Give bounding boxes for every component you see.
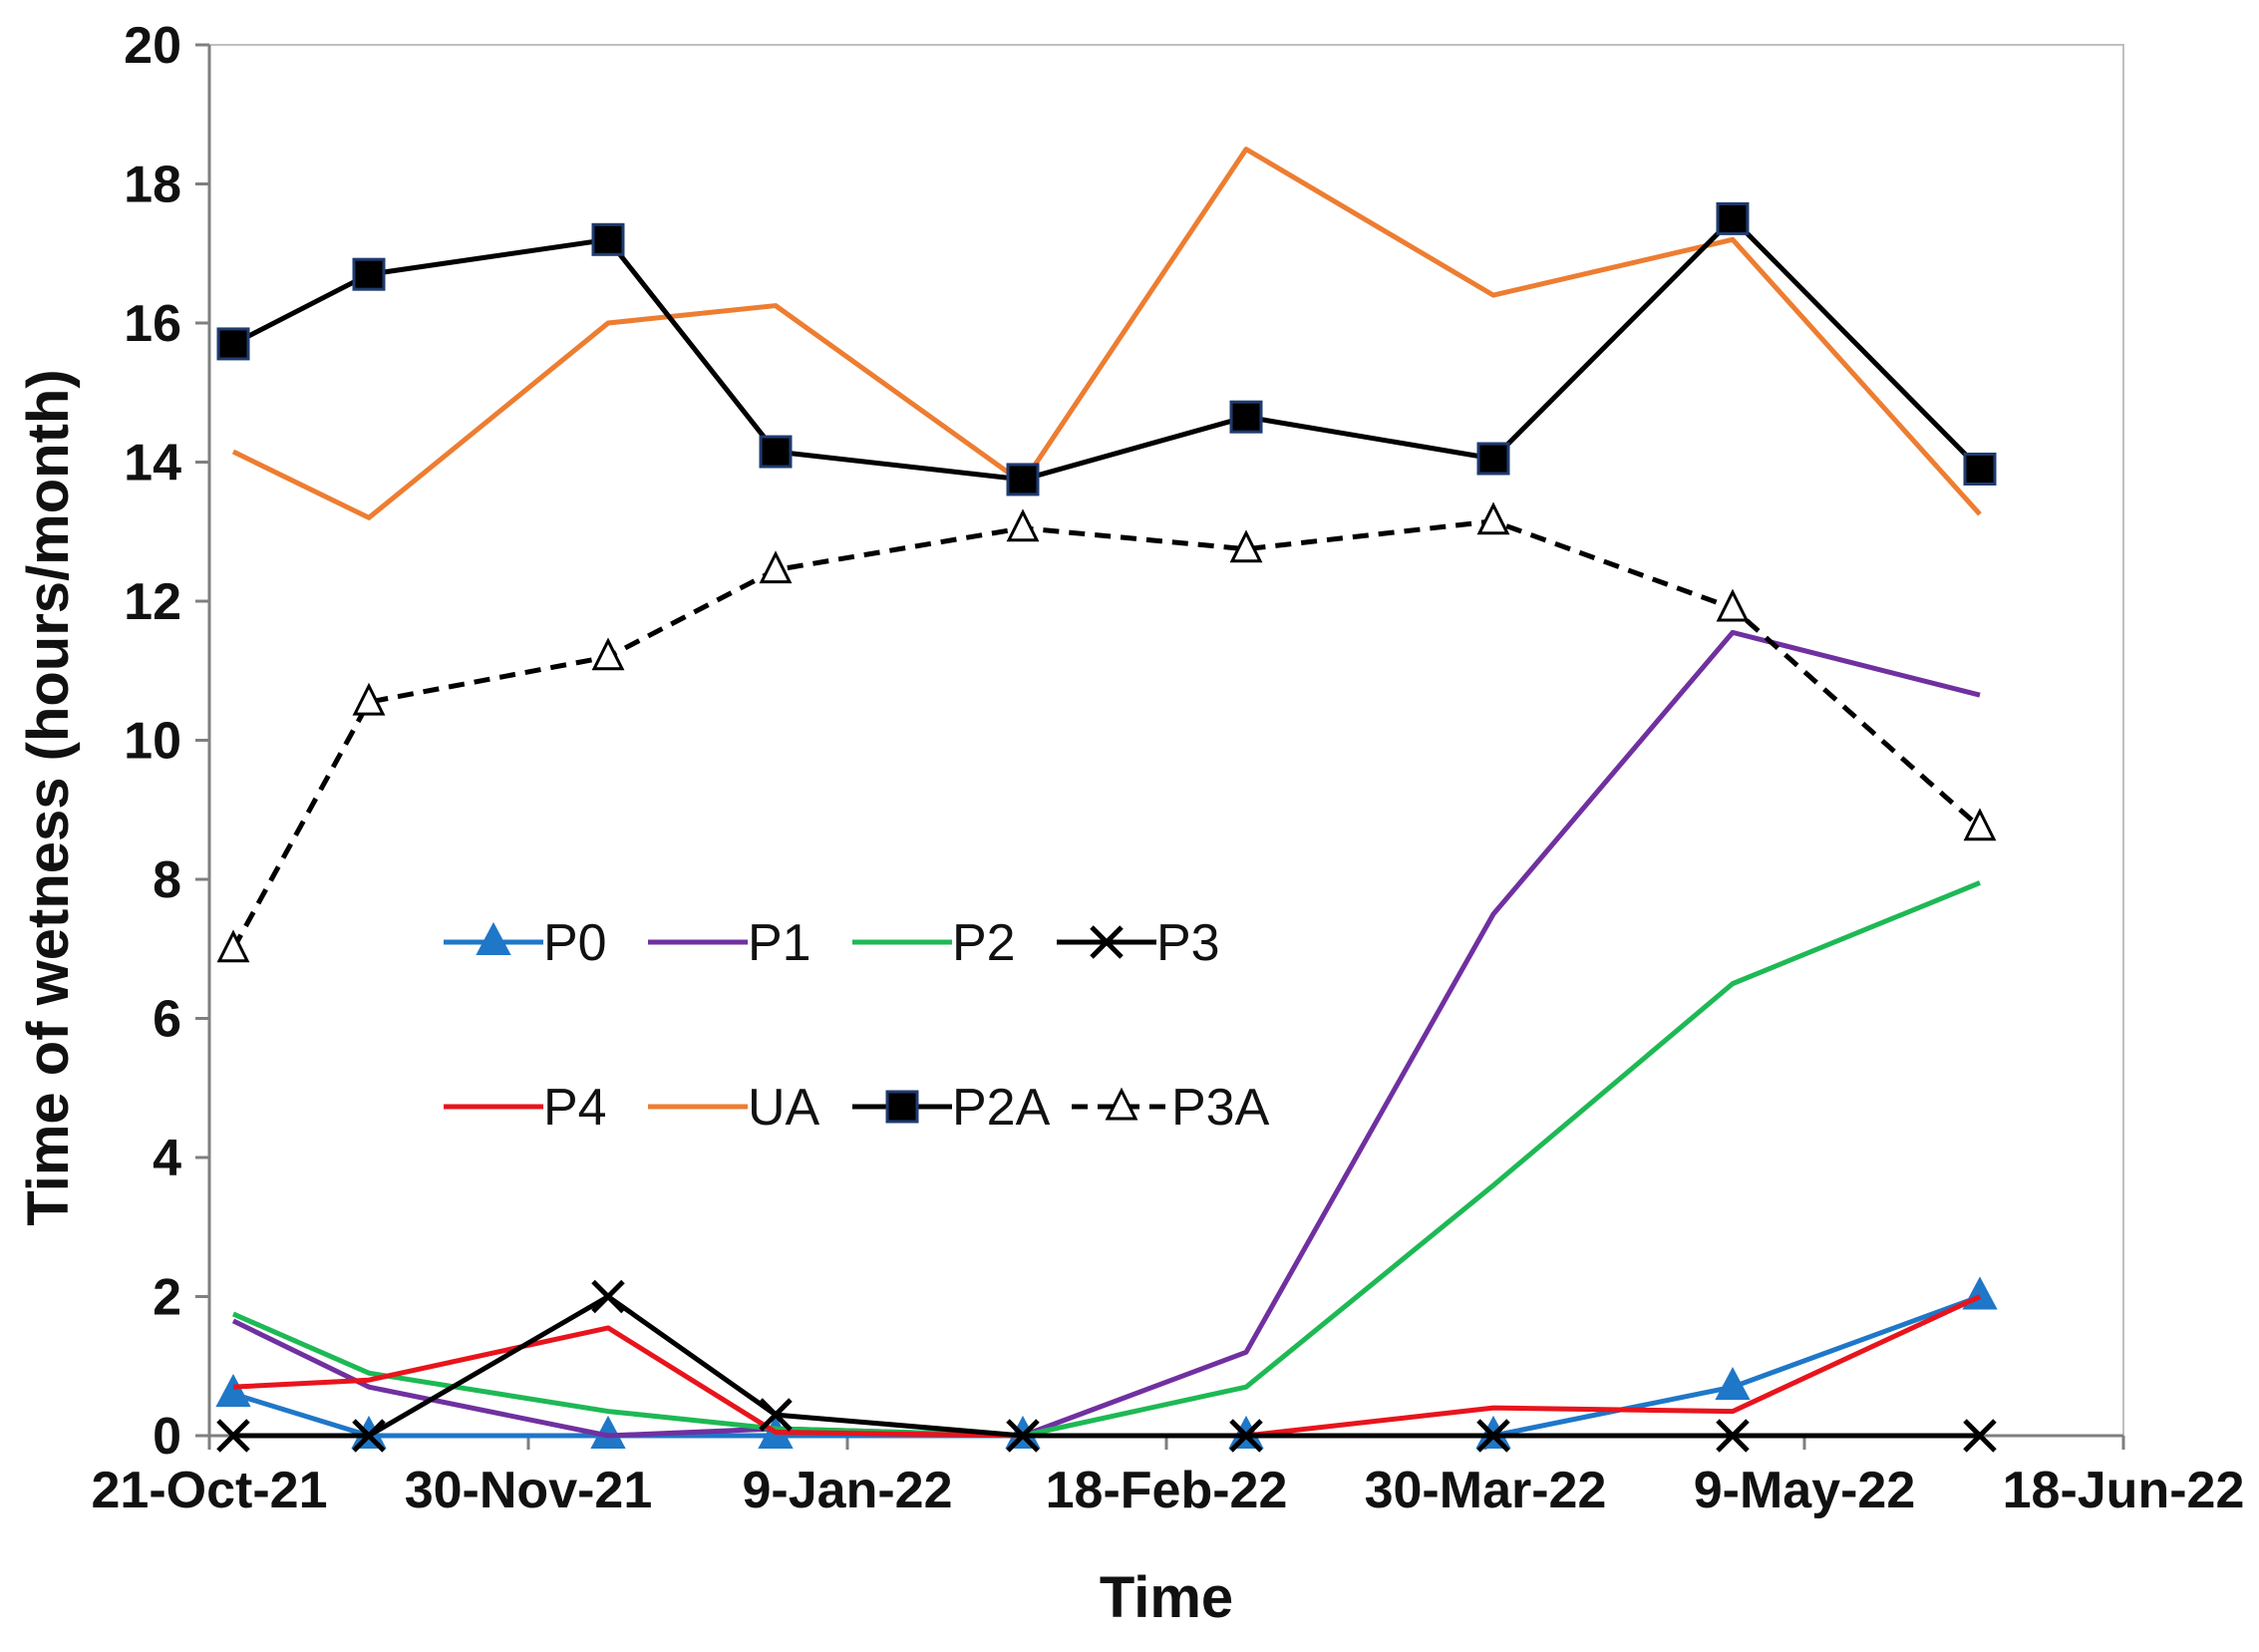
y-tick-label: 10 <box>124 713 181 771</box>
data-point-p2a <box>1716 201 1750 235</box>
data-point-p0 <box>215 1374 251 1408</box>
data-point-p3 <box>216 1419 250 1453</box>
series-p2a <box>216 201 1997 496</box>
data-point-p3 <box>352 1419 386 1453</box>
legend-label: P3 <box>1156 914 1220 972</box>
data-point-p2a <box>759 435 793 469</box>
data-point-p0 <box>1715 1367 1751 1401</box>
data-point-p3a <box>1006 508 1040 542</box>
legend-label: P4 <box>543 1079 607 1137</box>
legend-item-p0: P0 <box>444 914 607 972</box>
y-tick-label: 16 <box>124 295 181 353</box>
series-p1 <box>231 629 1981 1439</box>
data-point-p2a <box>1963 452 1997 486</box>
legend-label: P2 <box>952 914 1016 972</box>
series-p3a <box>216 501 1997 963</box>
data-point-p2a <box>591 222 625 256</box>
x-tick-label: 18-Jun-22 <box>2003 1462 2245 1519</box>
legend-item-ua: UA <box>648 1079 820 1137</box>
data-point-p3a <box>1963 808 1997 841</box>
legend-label: P3A <box>1171 1079 1270 1137</box>
data-point-p3a <box>1229 529 1263 563</box>
data-point-p2a <box>1006 463 1040 496</box>
y-axis-title: Time of wetness (hours/month) <box>16 369 81 1225</box>
y-tick-label: 4 <box>153 1130 181 1187</box>
x-tick-label: 18-Feb-22 <box>1046 1462 1288 1519</box>
legend-label: P1 <box>748 914 811 972</box>
legend-item-p2: P2 <box>852 914 1016 972</box>
y-tick-label: 12 <box>124 573 181 631</box>
data-point-p3a <box>759 550 793 584</box>
data-point-p3 <box>591 1279 625 1314</box>
data-point-p2a <box>352 257 386 291</box>
data-point-p3 <box>1229 1419 1263 1453</box>
series-line-p1 <box>231 629 1981 1439</box>
legend-marker <box>1105 1087 1138 1121</box>
legend-item-p3: P3 <box>1057 914 1220 972</box>
legend-label: UA <box>748 1079 820 1137</box>
y-tick-label: 8 <box>153 851 181 909</box>
series-line-p2a <box>231 215 1982 483</box>
y-tick-label: 14 <box>124 435 181 493</box>
data-point-p3a <box>1716 588 1750 622</box>
data-point-p3 <box>1963 1419 1997 1453</box>
y-tick-label: 6 <box>153 991 181 1049</box>
x-tick-label: 30-Nov-21 <box>405 1462 653 1519</box>
y-tick-label: 20 <box>124 17 181 75</box>
data-point-p3 <box>1476 1419 1510 1453</box>
y-tick-label: 2 <box>153 1269 181 1327</box>
legend-item-p3a: P3A <box>1072 1079 1270 1137</box>
legend-label: P2A <box>952 1079 1051 1137</box>
data-point-p3a <box>591 637 625 671</box>
x-tick-label: 30-Mar-22 <box>1365 1462 1607 1519</box>
data-point-p3 <box>1716 1419 1750 1453</box>
series-p0 <box>215 1276 1998 1449</box>
legend-item-p1: P1 <box>648 914 811 972</box>
y-tick-label: 18 <box>124 157 181 214</box>
x-tick-label: 9-May-22 <box>1694 1462 1916 1519</box>
data-point-p2a <box>216 327 250 361</box>
data-point-p3 <box>759 1398 793 1432</box>
x-tick-label: 21-Oct-21 <box>92 1462 328 1519</box>
x-axis-title: Time <box>1100 1565 1233 1630</box>
legend-item-p2a: P2A <box>852 1079 1051 1137</box>
x-tick-label: 9-Jan-22 <box>743 1462 953 1519</box>
y-tick-label: 0 <box>153 1408 181 1466</box>
data-point-p2a <box>1476 442 1510 476</box>
legend-marker <box>476 921 511 955</box>
legend-label: P0 <box>543 914 607 972</box>
data-point-p3a <box>216 929 250 963</box>
data-point-p3a <box>1476 501 1510 535</box>
legend-marker <box>1090 925 1124 959</box>
series-p3 <box>216 1279 1997 1453</box>
data-point-p3 <box>1006 1419 1040 1453</box>
data-point-p3a <box>352 682 386 716</box>
legend-marker <box>885 1090 919 1124</box>
legend-item-p4: P4 <box>444 1079 607 1137</box>
series-line-p3a <box>230 518 1982 950</box>
data-point-p2a <box>1229 400 1263 434</box>
